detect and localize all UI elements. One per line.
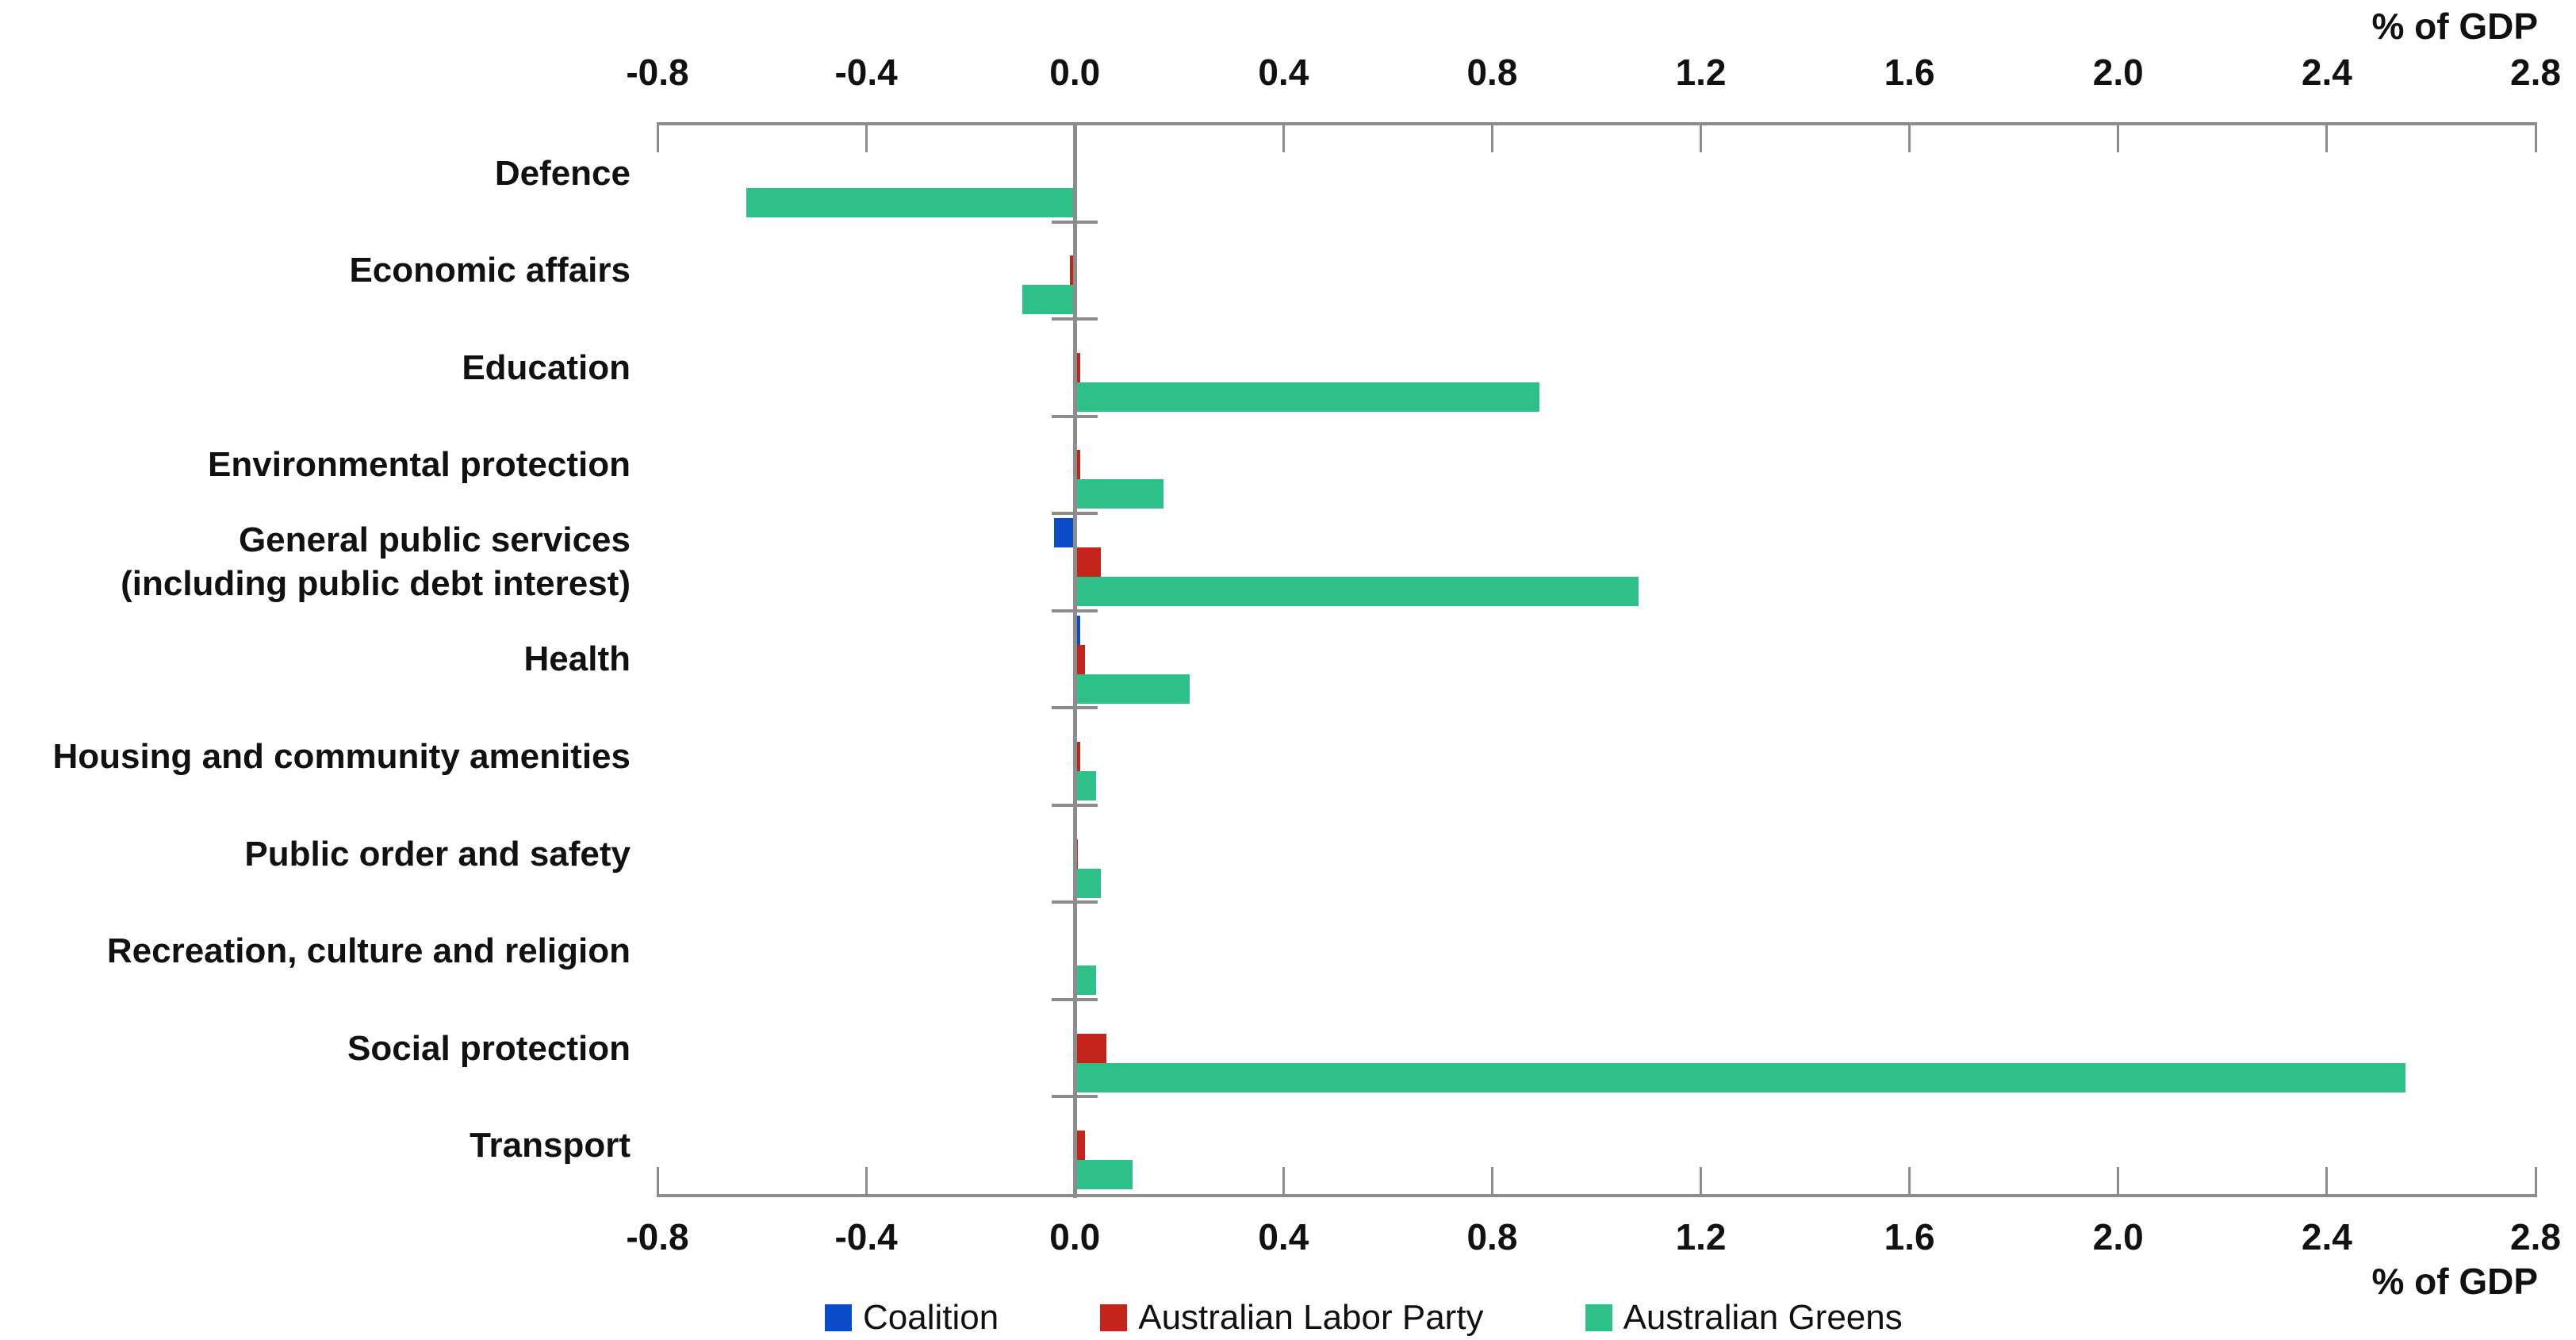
category-separator-tick: [1052, 414, 1098, 418]
bar-australian-labor-party: [1075, 547, 1102, 577]
bottom-axis-tick: [2534, 1167, 2537, 1197]
category-label: Defence: [494, 153, 631, 193]
bottom-axis-line: [657, 1194, 2536, 1197]
top-axis-tick-label: 1.2: [1675, 52, 1727, 93]
category-separator-tick: [1052, 706, 1098, 710]
legend-item: Australian Greens: [1585, 1298, 1903, 1338]
bottom-axis-tick-label: 1.2: [1675, 1216, 1727, 1257]
bar-australian-labor-party: [1075, 1131, 1086, 1161]
category-label: Recreation, culture and religion: [106, 931, 631, 971]
legend-item: Coalition: [825, 1298, 999, 1338]
bottom-axis-tick-label: 2.4: [2301, 1216, 2352, 1257]
bottom-axis-tick-label: 2.0: [2092, 1216, 2144, 1257]
bar-australian-labor-party: [1075, 742, 1080, 772]
bottom-axis-tick: [2325, 1167, 2329, 1197]
bottom-axis-tick: [1908, 1167, 1911, 1197]
top-axis-tick: [1908, 122, 1911, 152]
category-separator-tick: [1052, 900, 1098, 904]
bar-australian-greens: [1075, 479, 1164, 509]
top-axis-line: [657, 122, 2536, 125]
top-axis-tick-label: 0.4: [1258, 52, 1309, 93]
top-axis-tick-label: 0.0: [1049, 52, 1101, 93]
legend-swatch: [1100, 1304, 1128, 1331]
bottom-axis-tick-label: -0.8: [626, 1216, 689, 1257]
category-label: Transport: [470, 1126, 631, 1165]
bar-coalition: [1053, 517, 1075, 547]
top-axis-tick: [656, 122, 659, 152]
category-separator-tick: [1052, 317, 1098, 321]
bottom-axis-tick: [2117, 1167, 2120, 1197]
category-separator-tick: [1052, 609, 1098, 612]
bar-australian-greens: [1075, 771, 1096, 801]
bottom-axis-tick-label: 0.4: [1258, 1216, 1309, 1257]
category-separator-tick: [1052, 1095, 1098, 1099]
top-axis-tick: [1282, 122, 1285, 152]
category-label: Social protection: [347, 1028, 631, 1068]
category-label: Public order and safety: [244, 834, 631, 873]
category-separator-tick: [1052, 997, 1098, 1001]
bottom-axis-tick: [864, 1167, 868, 1197]
category-label: Economic affairs: [349, 251, 631, 290]
top-axis-tick: [1700, 122, 1703, 152]
bar-coalition: [1075, 615, 1080, 645]
top-axis-tick-label: 0.8: [1466, 52, 1518, 93]
bar-australian-greens: [1075, 382, 1539, 412]
bar-australian-greens: [1075, 868, 1102, 898]
top-axis-tick-label: -0.8: [626, 52, 689, 93]
top-axis-tick-label: 1.6: [1884, 52, 1935, 93]
top-axis-tick: [864, 122, 868, 152]
bar-australian-greens: [1075, 966, 1096, 996]
bar-australian-labor-party: [1075, 644, 1086, 674]
top-axis-tick: [1490, 122, 1493, 152]
legend-label: Australian Labor Party: [1138, 1298, 1484, 1337]
bottom-axis-tick: [1490, 1167, 1493, 1197]
bar-australian-labor-party: [1075, 352, 1080, 382]
legend-label: Australian Greens: [1623, 1298, 1903, 1337]
bar-australian-greens: [1075, 576, 1639, 606]
bottom-axis-tick-label: 0.8: [1466, 1216, 1518, 1257]
category-label: Environmental protection: [208, 445, 631, 485]
bottom-axis-tick-label: 2.8: [2510, 1216, 2561, 1257]
bottom-axis-tick-label: -0.4: [834, 1216, 898, 1257]
bar-australian-greens: [746, 187, 1075, 217]
axis-unit-label-bottom: % of GDP: [2371, 1261, 2538, 1302]
bar-australian-greens: [1075, 674, 1190, 704]
top-axis-tick-label: 2.0: [2092, 52, 2144, 93]
axis-unit-label-top: % of GDP: [2371, 6, 2538, 47]
legend-swatch: [825, 1304, 852, 1331]
top-axis-tick-label: 2.4: [2301, 52, 2352, 93]
category-label: Education: [462, 347, 631, 387]
bottom-axis-tick-label: 0.0: [1049, 1216, 1101, 1257]
bottom-axis-tick: [1282, 1167, 1285, 1197]
top-axis-tick: [2325, 122, 2329, 152]
bottom-axis-tick: [1700, 1167, 1703, 1197]
legend-label: Coalition: [863, 1298, 999, 1337]
legend-item: Australian Labor Party: [1100, 1298, 1484, 1338]
bar-australian-greens: [1022, 285, 1075, 315]
bar-australian-greens: [1075, 1160, 1133, 1190]
category-separator-tick: [1052, 220, 1098, 224]
bar-australian-labor-party: [1075, 450, 1080, 480]
category-label: Health: [523, 639, 631, 679]
category-separator-tick: [1052, 803, 1098, 807]
bar-australian-greens: [1075, 1062, 2405, 1092]
bar-australian-labor-party: [1069, 255, 1075, 286]
chart-legend: Coalition Australian Labor Party Australia…: [825, 1298, 2004, 1338]
top-axis-tick: [2534, 122, 2537, 152]
bottom-axis-tick-label: 1.6: [1884, 1216, 1935, 1257]
top-axis-tick-label: -0.4: [834, 52, 898, 93]
top-axis-tick: [2117, 122, 2120, 152]
category-label: General public services (including publi…: [121, 520, 631, 604]
bar-australian-labor-party: [1075, 1033, 1106, 1063]
bottom-axis-tick: [656, 1167, 659, 1197]
zero-baseline: [1072, 122, 1077, 1198]
category-label: Housing and community amenities: [52, 737, 631, 777]
category-separator-tick: [1052, 512, 1098, 516]
legend-swatch: [1585, 1304, 1612, 1331]
top-axis-tick-label: 2.8: [2510, 52, 2561, 93]
